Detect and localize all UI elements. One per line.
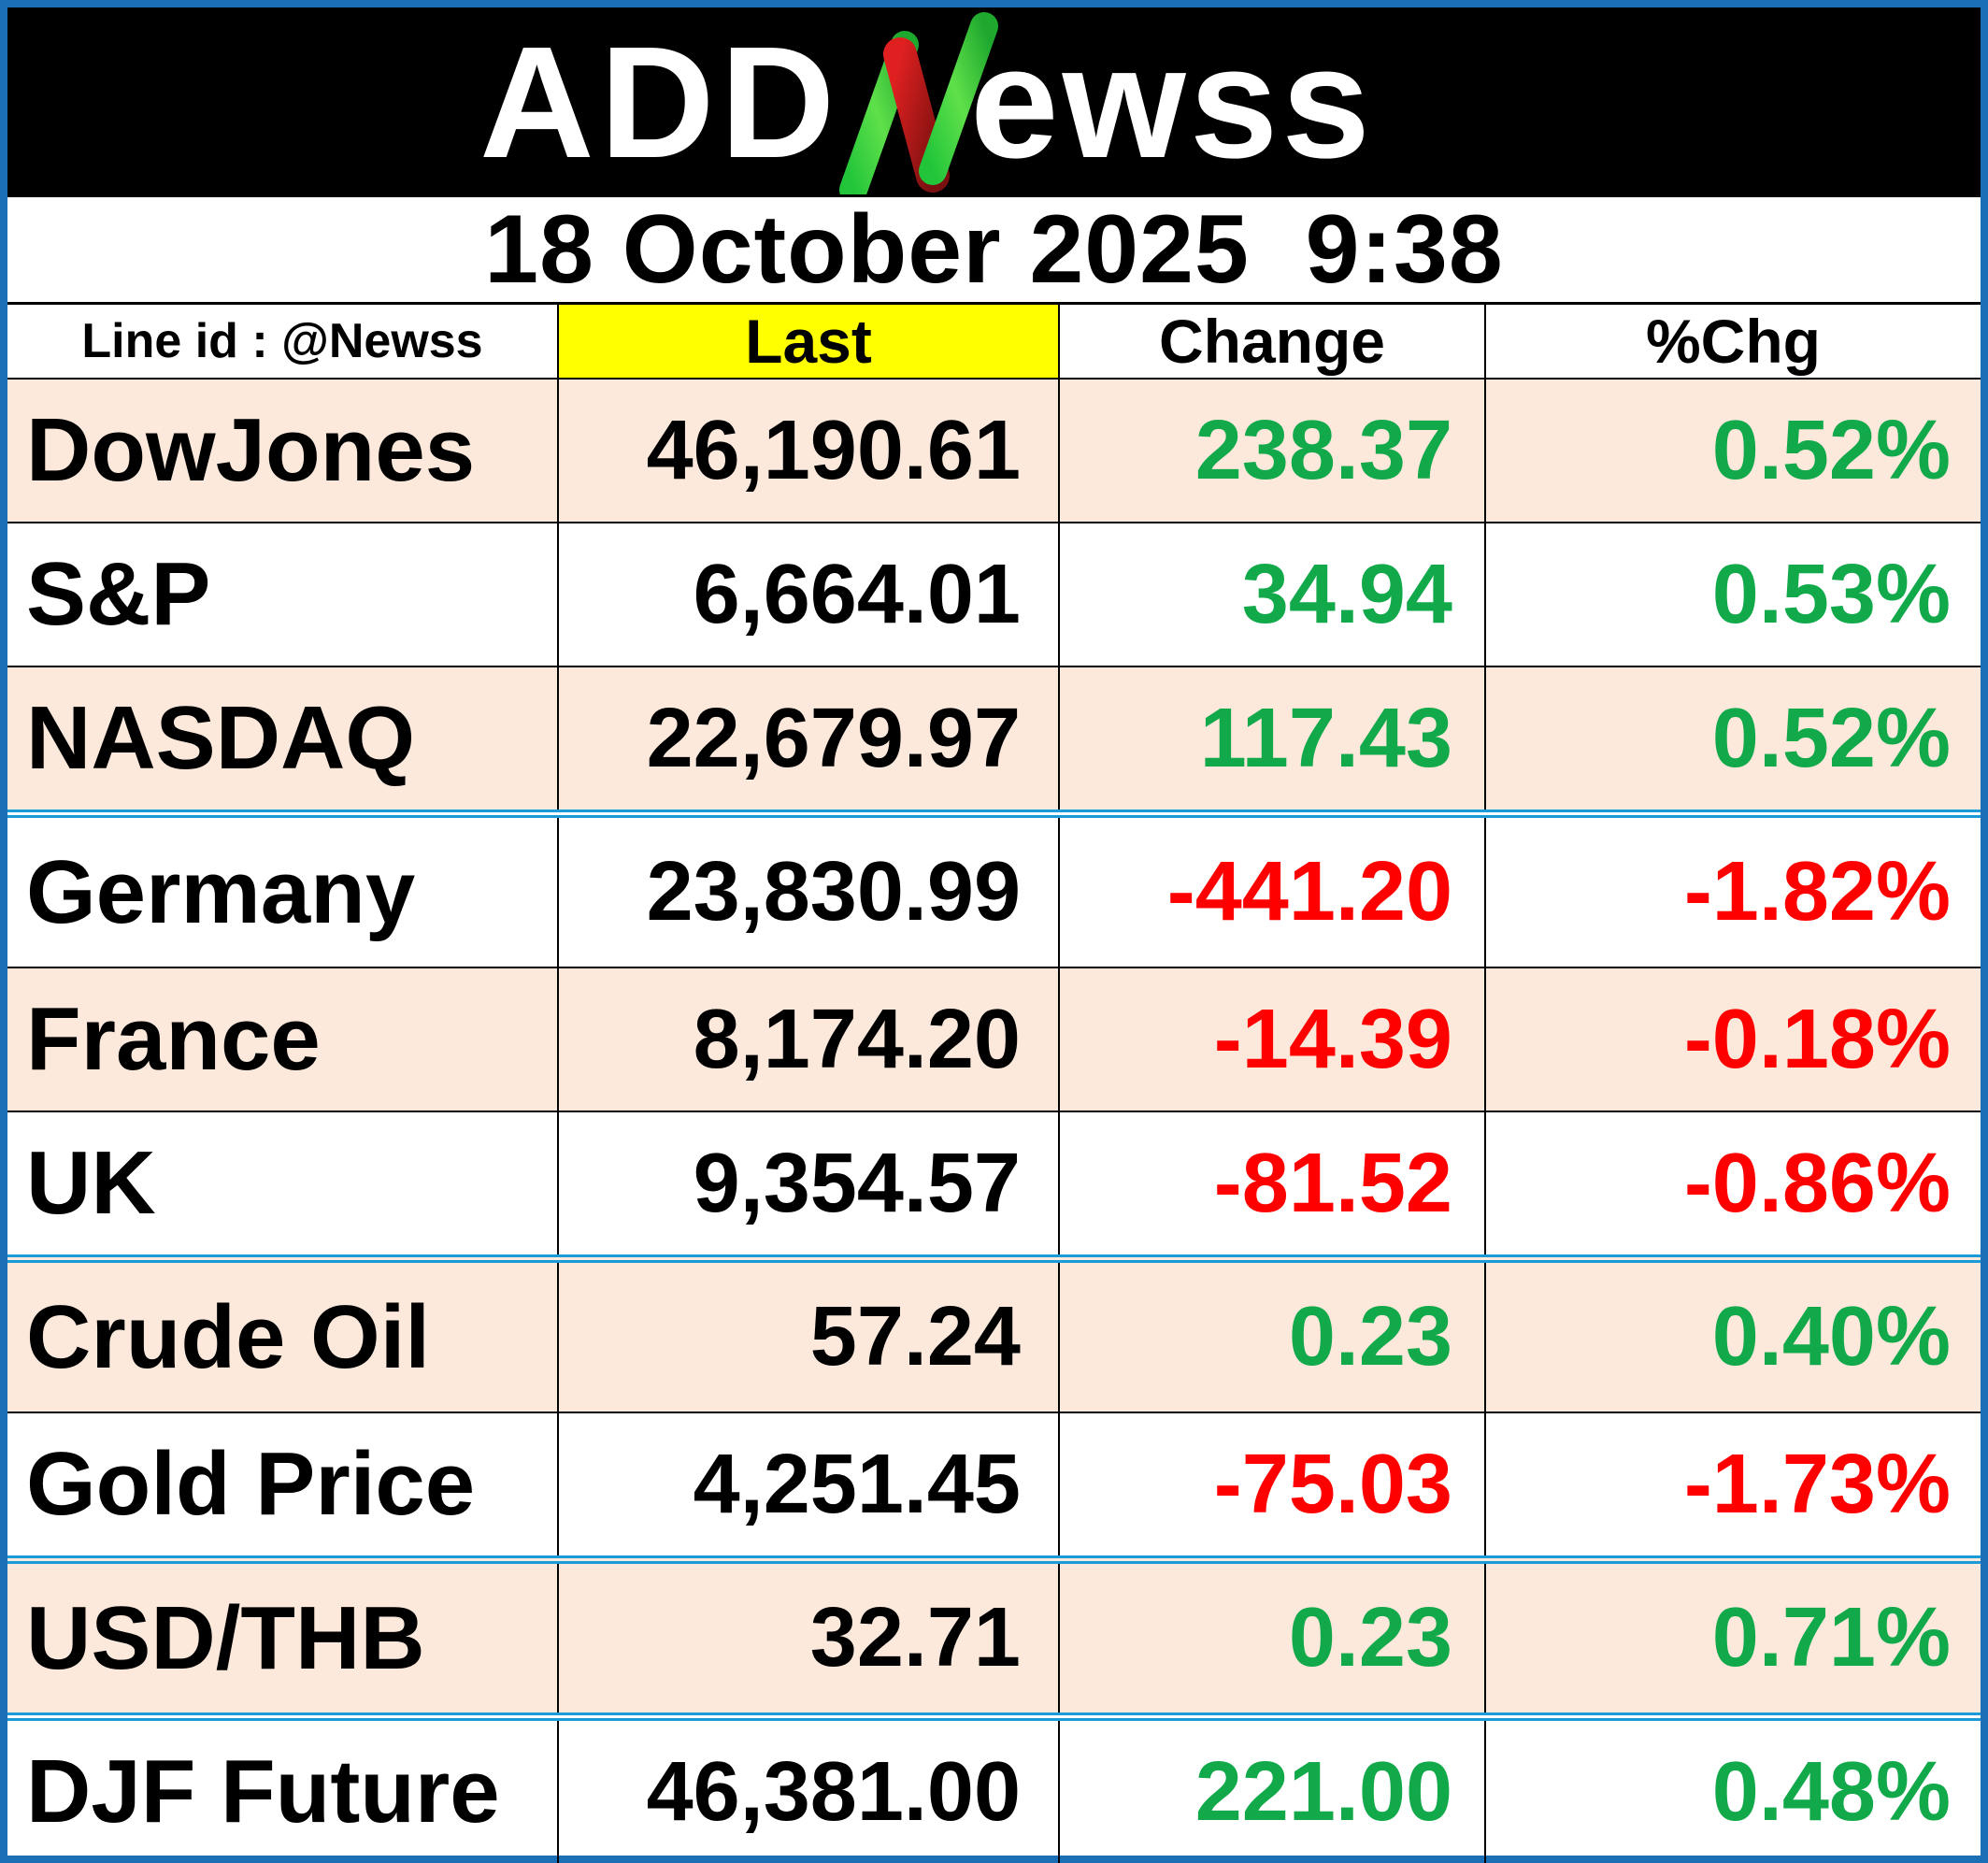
last-value: 4,251.45 <box>559 1413 1060 1555</box>
last-value: 46,381.00 <box>559 1721 1060 1863</box>
last-value: 22,679.97 <box>559 667 1060 810</box>
pct-change-value: 0.53% <box>1711 547 1951 641</box>
index-name: UK <box>7 1112 559 1254</box>
table-row: DJF Future 46,381.00 221.00 0.48% <box>7 1713 1981 1863</box>
index-name: Crude Oil <box>7 1263 559 1412</box>
change-value: -75.03 <box>1060 1413 1486 1555</box>
last-value: 57.24 <box>559 1263 1060 1412</box>
last-value: 32.71 <box>559 1564 1060 1713</box>
change-value: -441.20 <box>1060 818 1486 967</box>
line-id-label: Line id : @Newss <box>7 305 559 378</box>
table-row: NASDAQ 22,679.97 117.43 0.52% <box>7 666 1981 810</box>
date-row: 18 October 2025 9:38 <box>7 194 1981 305</box>
addnewss-logo: ADD ewss <box>479 12 1374 194</box>
table-row: USD/THB 32.71 0.23 0.71% <box>7 1555 1981 1713</box>
column-header-pct-change: %Chg <box>1646 307 1821 376</box>
pct-change-value: 0.71% <box>1711 1591 1951 1684</box>
pct-change-value: -0.86% <box>1683 1136 1951 1230</box>
header-banner: ADD ewss <box>7 7 1981 194</box>
table-row: Gold Price 4,251.45 -75.03 -1.73% <box>7 1412 1981 1555</box>
table-row: UK 9,354.57 -81.52 -0.86% <box>7 1111 1981 1254</box>
change-value: 34.94 <box>1060 523 1486 666</box>
column-header-row: Line id : @Newss Last Change %Chg <box>7 305 1981 378</box>
change-value: -14.39 <box>1060 968 1486 1111</box>
change-value: 221.00 <box>1060 1721 1486 1863</box>
index-name: S&P <box>7 523 559 666</box>
change-value: 117.43 <box>1060 667 1486 810</box>
pct-change-value: -1.82% <box>1683 845 1951 939</box>
logo-text-add: ADD <box>479 14 840 192</box>
last-value: 6,664.01 <box>559 523 1060 666</box>
last-value: 46,190.61 <box>559 380 1060 522</box>
pct-change-value: 0.48% <box>1711 1744 1951 1839</box>
table-row: S&P 6,664.01 34.94 0.53% <box>7 522 1981 666</box>
pct-change-value: 0.52% <box>1711 403 1951 497</box>
pct-change-value: 0.40% <box>1711 1290 1951 1383</box>
index-name: USD/THB <box>7 1564 559 1713</box>
logo-text-ewss: ewss <box>970 14 1374 192</box>
table-row: DowJones 46,190.61 238.37 0.52% <box>7 378 1981 522</box>
date-time: 18 October 2025 9:38 <box>484 195 1504 304</box>
change-value: 0.23 <box>1060 1263 1486 1412</box>
column-header-last: Last <box>559 305 1060 378</box>
index-name: DJF Future <box>7 1721 559 1863</box>
index-name: NASDAQ <box>7 667 559 810</box>
table-row: Germany 23,830.99 -441.20 -1.82% <box>7 810 1981 967</box>
last-value: 9,354.57 <box>559 1112 1060 1254</box>
column-header-change: Change <box>1060 305 1486 378</box>
index-name: France <box>7 968 559 1111</box>
pct-change-value: -0.18% <box>1683 992 1951 1086</box>
last-value: 23,830.99 <box>559 818 1060 967</box>
index-name: Germany <box>7 818 559 967</box>
table-row: France 8,174.20 -14.39 -0.18% <box>7 967 1981 1111</box>
logo-n-mark <box>839 12 998 194</box>
change-value: 0.23 <box>1060 1564 1486 1713</box>
index-name: Gold Price <box>7 1413 559 1555</box>
last-value: 8,174.20 <box>559 968 1060 1111</box>
pct-change-value: -1.73% <box>1683 1437 1951 1531</box>
change-value: 238.37 <box>1060 380 1486 522</box>
pct-change-value: 0.52% <box>1711 691 1951 785</box>
change-value: -81.52 <box>1060 1112 1486 1254</box>
table-row: Crude Oil 57.24 0.23 0.40% <box>7 1254 1981 1412</box>
index-name: DowJones <box>7 380 559 522</box>
